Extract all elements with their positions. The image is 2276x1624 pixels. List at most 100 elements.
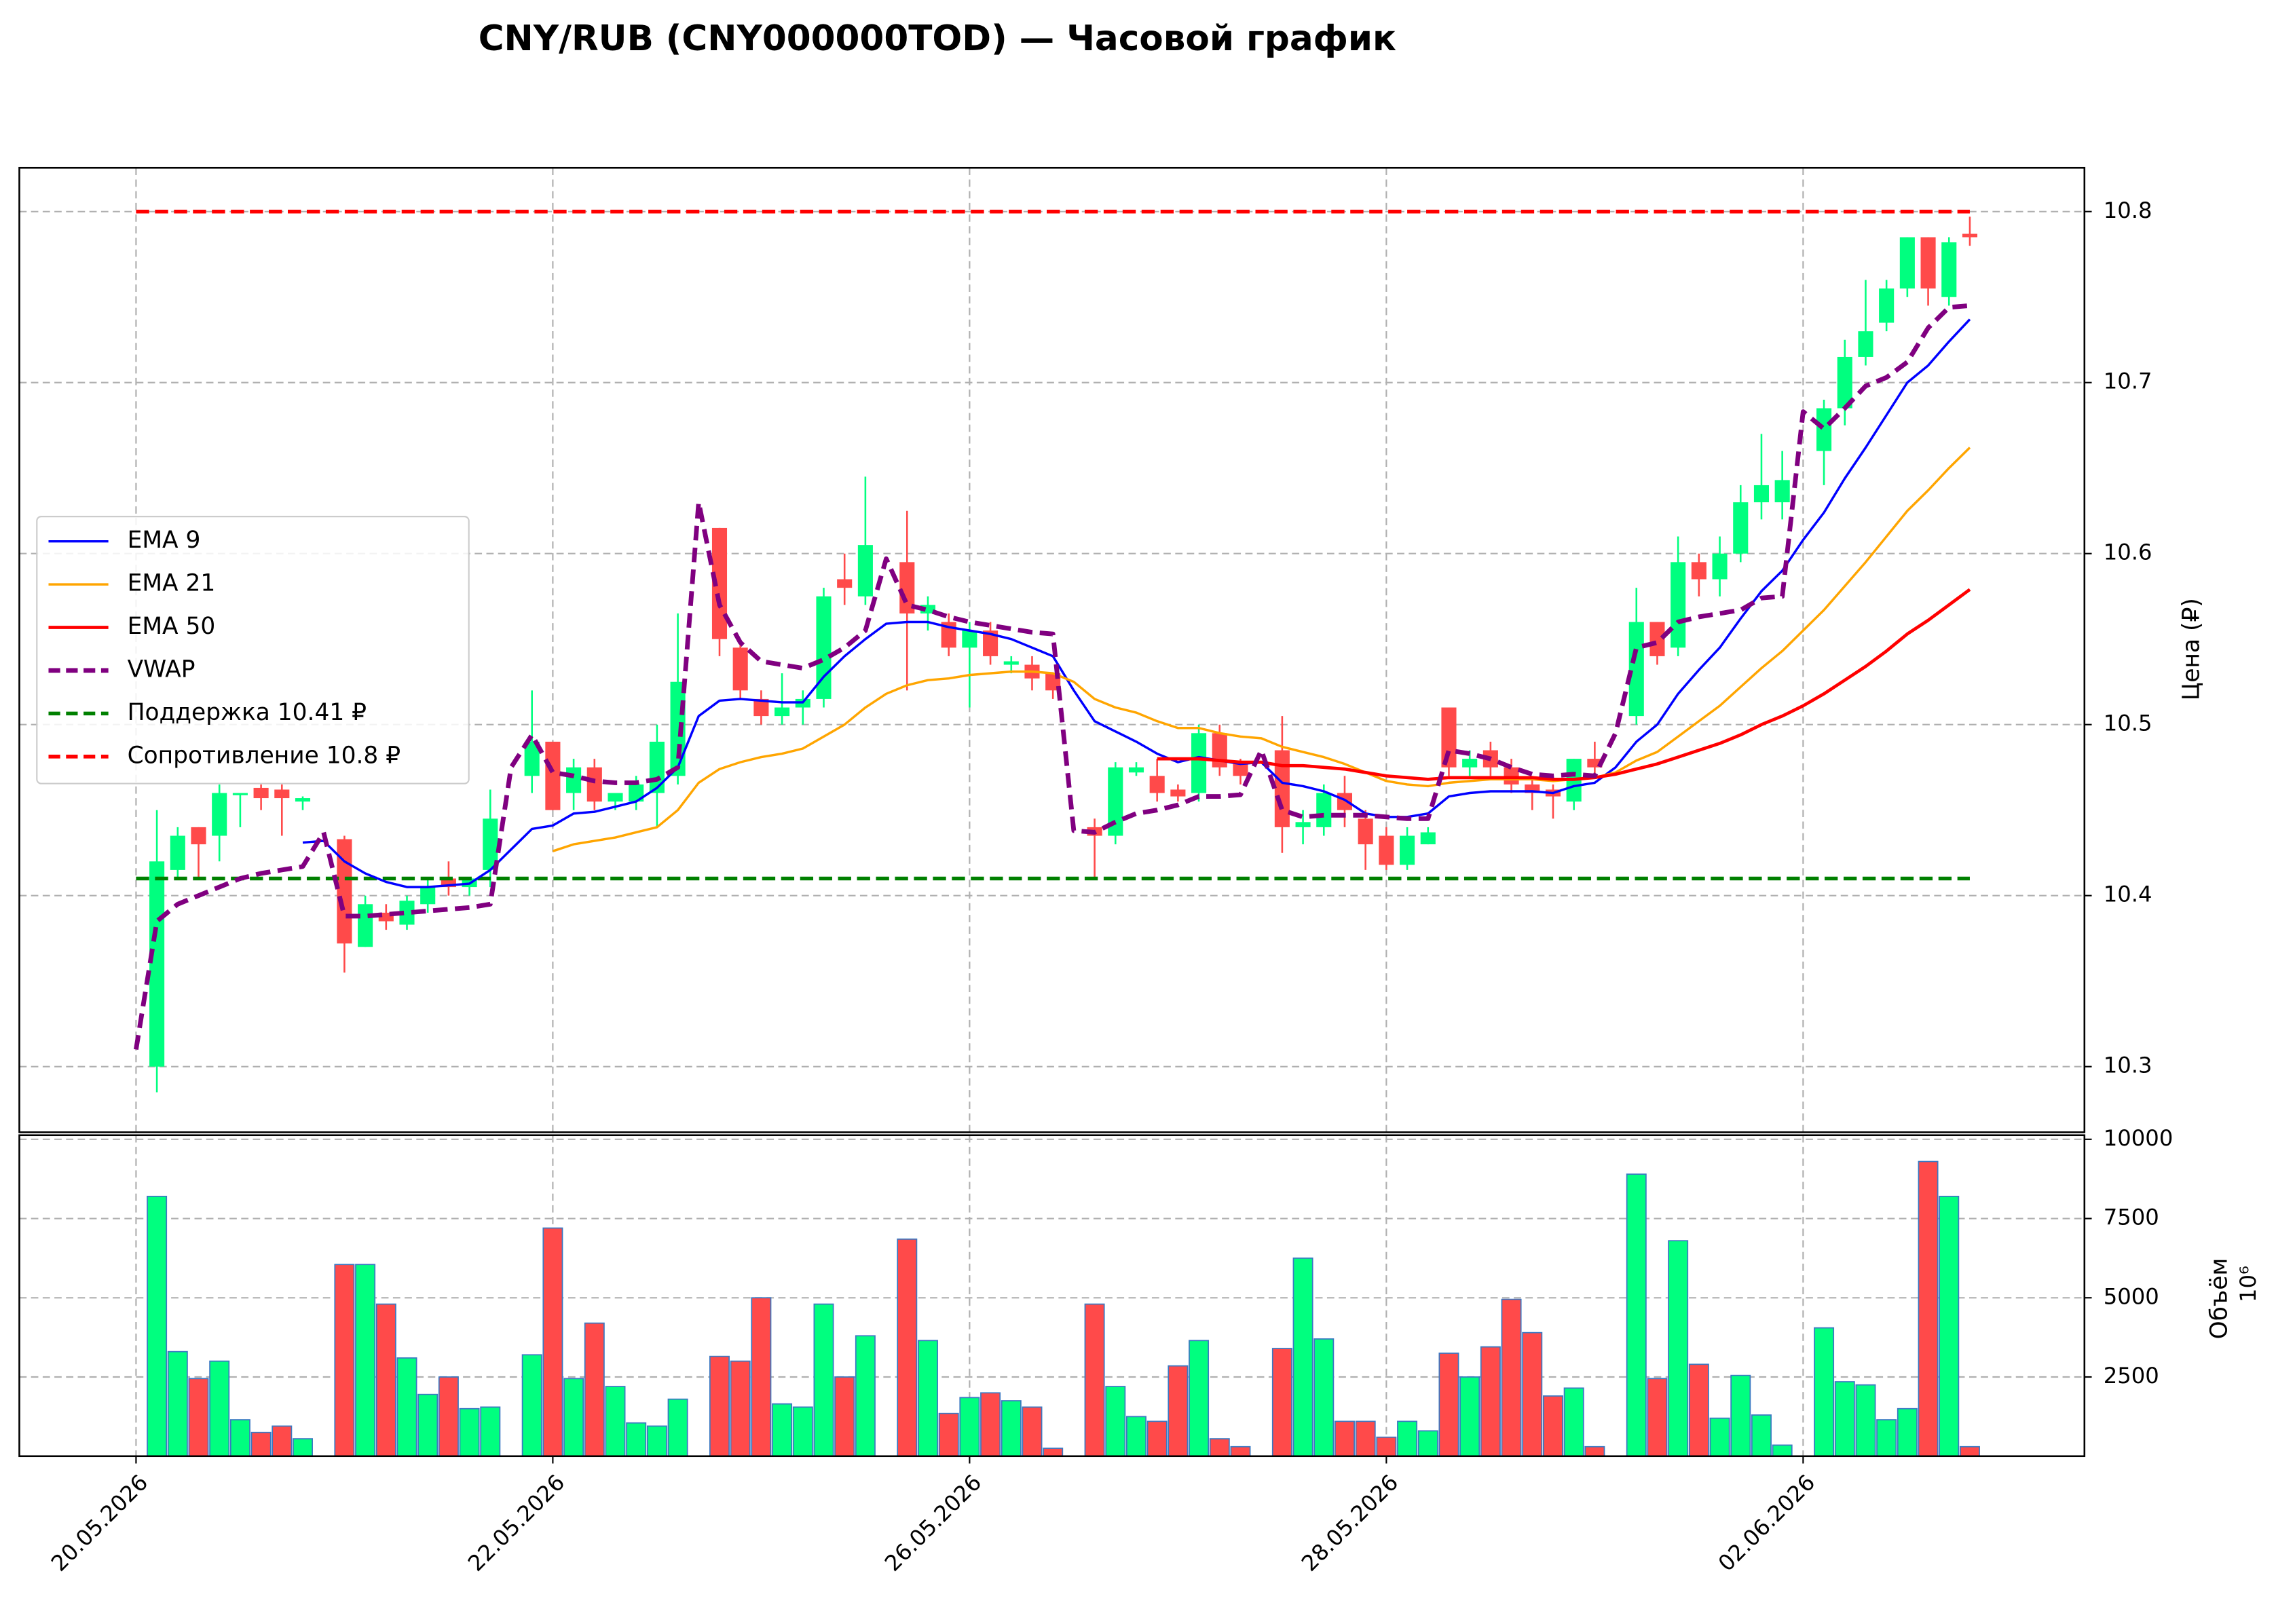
volume-bar [1814, 1327, 1835, 1457]
candle-body [1504, 767, 1519, 785]
volume-bar [293, 1438, 313, 1457]
volume-bar [1626, 1173, 1647, 1457]
volume-bar [626, 1422, 647, 1457]
volume-bar [1897, 1408, 1918, 1457]
volume-bar [1355, 1420, 1376, 1457]
volume-bar [1855, 1384, 1876, 1457]
price-frame [18, 166, 2086, 1133]
volume-bar [1647, 1378, 1668, 1457]
candle-body [1920, 237, 1936, 289]
volume-bar [792, 1406, 813, 1457]
chart-title: CNY/RUB (CNY000000TOD) — Часовой график [479, 18, 1396, 59]
candle-body [1358, 818, 1373, 845]
candle-body [170, 835, 185, 870]
x-tick-label: 26.05.2026 [880, 1469, 986, 1576]
y-tick-label: 10.5 [2104, 711, 2152, 736]
volume-bar [521, 1354, 542, 1457]
volume-bar [1959, 1446, 1980, 1457]
y-tick-label: 10.3 [2104, 1053, 2152, 1078]
candle-body [983, 630, 999, 656]
volume-frame [18, 1134, 2086, 1458]
candle-body [1941, 242, 1957, 297]
candle-body [545, 741, 561, 810]
candle-body [608, 793, 623, 802]
volume-bar [563, 1378, 584, 1457]
candle-body [732, 647, 748, 691]
volume-bar [459, 1408, 480, 1457]
volume-bar [1313, 1338, 1335, 1457]
volume-bar [1918, 1160, 1939, 1457]
candle-body [1628, 622, 1644, 717]
volume-bar [1563, 1387, 1584, 1457]
candle-body [1858, 331, 1873, 357]
candle-body [399, 901, 415, 925]
volume-bar [355, 1264, 376, 1457]
volume-bar [1876, 1419, 1897, 1457]
volume-bar [272, 1425, 293, 1457]
volume-bar [897, 1239, 918, 1457]
candle-body [1712, 553, 1728, 580]
candle-body [212, 793, 227, 836]
candle-body [1170, 789, 1186, 797]
candle-body [1400, 835, 1415, 865]
legend-label: Поддержка 10.41 ₽ [128, 699, 367, 726]
volume-tick-label: 2500 [2104, 1363, 2159, 1389]
volume-bar [1522, 1332, 1543, 1457]
candle-body [586, 767, 602, 802]
candle-body [649, 741, 665, 793]
volume-bar [646, 1425, 667, 1457]
candle-body [1899, 237, 1915, 289]
candle-body [253, 787, 269, 799]
candle-body [295, 798, 311, 802]
volume-bar [730, 1360, 751, 1457]
candle-body [837, 579, 853, 588]
volume-bar [1480, 1346, 1501, 1457]
candle-body [1003, 661, 1019, 665]
volume-bar [959, 1397, 980, 1457]
legend-label: VWAP [128, 656, 195, 683]
legend-label: Сопротивление 10.8 ₽ [128, 742, 401, 769]
volume-bar [334, 1264, 355, 1457]
volume-axis-label: Объём [2205, 1258, 2233, 1340]
candle-body [149, 861, 165, 1067]
candle-body [753, 698, 769, 717]
volume-bar [1146, 1420, 1168, 1457]
x-tick-label: 20.05.2026 [46, 1469, 153, 1576]
volume-bar [1751, 1414, 1772, 1457]
x-tick-label: 22.05.2026 [463, 1469, 570, 1576]
volume-bar [1688, 1363, 1709, 1457]
candle-body [1462, 759, 1478, 768]
volume-bar [1501, 1298, 1522, 1457]
volume-bar [1022, 1406, 1043, 1457]
volume-bar [584, 1322, 605, 1457]
volume-bar [980, 1392, 1001, 1457]
candle-body [1191, 733, 1207, 793]
volume-bar [438, 1376, 459, 1457]
volume-bar [1168, 1365, 1189, 1457]
candle-body [1879, 288, 1895, 323]
volume-bar [1125, 1416, 1146, 1457]
legend-label: EMA 21 [128, 570, 216, 597]
volume-bar [751, 1297, 772, 1457]
candle-body [1316, 793, 1332, 827]
volume-bar [938, 1412, 959, 1457]
candle-body [1337, 793, 1353, 810]
candle-body [191, 827, 206, 845]
volume-tick-label: 10000 [2104, 1125, 2174, 1151]
volume-bar [1230, 1446, 1251, 1457]
overlay-line [552, 447, 1971, 852]
volume-bar [918, 1340, 938, 1457]
y-tick-label: 10.7 [2104, 369, 2152, 394]
candle-body [358, 904, 373, 947]
volume-bar [1668, 1240, 1689, 1457]
volume-bar [1417, 1430, 1438, 1457]
volume-bar [772, 1403, 793, 1457]
candle-body [1108, 767, 1123, 836]
volume-bar [229, 1419, 250, 1457]
x-tick-label: 02.06.2026 [1713, 1469, 1820, 1576]
volume-bar [1334, 1420, 1355, 1457]
volume-bar [709, 1355, 730, 1457]
candle-body [232, 793, 248, 795]
overlay-line [1157, 588, 1971, 781]
volume-bar [1709, 1417, 1730, 1457]
